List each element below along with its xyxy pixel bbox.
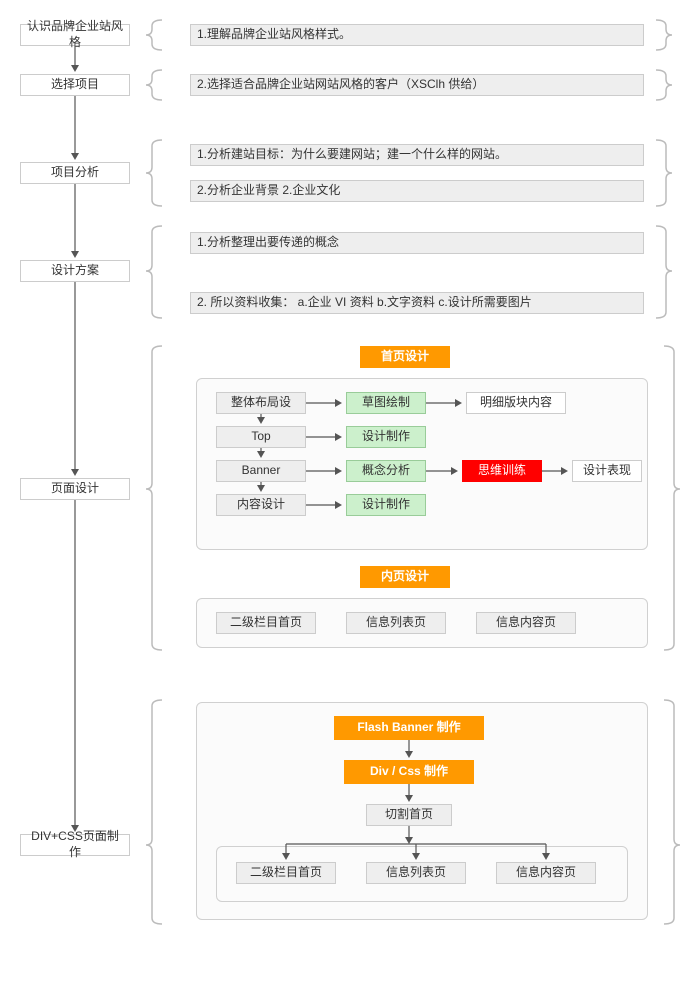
desc-row-r4: 2.分析企业背景 2.企业文化 — [190, 180, 644, 202]
desc-row-r1: 1.理解品牌企业站风格样式。 — [190, 24, 644, 46]
hp-row-2-step: 概念分析 — [346, 460, 426, 482]
desc-row-r6: 2. 所以资料收集： a.企业 VI 资料 b.文字资料 c.设计所需要图片 — [190, 292, 644, 314]
hp-row-3-step: 设计制作 — [346, 494, 426, 516]
hp-row-3-label: 内容设计 — [216, 494, 306, 516]
hp-row-2-red: 思维训练 — [462, 460, 542, 482]
left-step-s6: DIV+CSS页面制作 — [20, 834, 130, 856]
left-step-s2: 选择项目 — [20, 74, 130, 96]
cut-homepage-box: 切割首页 — [366, 804, 452, 826]
hp-row-0-label: 整体布局设 — [216, 392, 306, 414]
hp-row-0-step: 草图绘制 — [346, 392, 426, 414]
innerpage-item-0: 二级栏目首页 — [216, 612, 316, 634]
hp-row-1-label: Top — [216, 426, 306, 448]
left-step-s3: 项目分析 — [20, 162, 130, 184]
divcss-page-0: 二级栏目首页 — [236, 862, 336, 884]
innerpage-design-title: 内页设计 — [360, 566, 450, 588]
innerpage-item-2: 信息内容页 — [476, 612, 576, 634]
div-css-box: Div / Css 制作 — [344, 760, 474, 784]
diagram-canvas: 认识品牌企业站风格选择项目项目分析设计方案页面设计 DIV+CSS页面制作 1.理解… — [0, 0, 680, 987]
homepage-design-title: 首页设计 — [360, 346, 450, 368]
divcss-page-2: 信息内容页 — [496, 862, 596, 884]
flash-banner-box: Flash Banner 制作 — [334, 716, 484, 740]
hp-row-2-label: Banner — [216, 460, 306, 482]
divcss-page-1: 信息列表页 — [366, 862, 466, 884]
left-step-s1: 认识品牌企业站风格 — [20, 24, 130, 46]
left-step-s4: 设计方案 — [20, 260, 130, 282]
desc-row-r3: 1.分析建站目标：为什么要建网站；建一个什么样的网站。 — [190, 144, 644, 166]
hp-row-2-tail: 设计表现 — [572, 460, 642, 482]
innerpage-item-1: 信息列表页 — [346, 612, 446, 634]
hp-row-1-step: 设计制作 — [346, 426, 426, 448]
left-step-s5: 页面设计 — [20, 478, 130, 500]
hp-row-0-extra: 明细版块内容 — [466, 392, 566, 414]
desc-row-r5: 1.分析整理出要传递的概念 — [190, 232, 644, 254]
desc-row-r2: 2.选择适合品牌企业站网站风格的客户（XSClh 供给） — [190, 74, 644, 96]
